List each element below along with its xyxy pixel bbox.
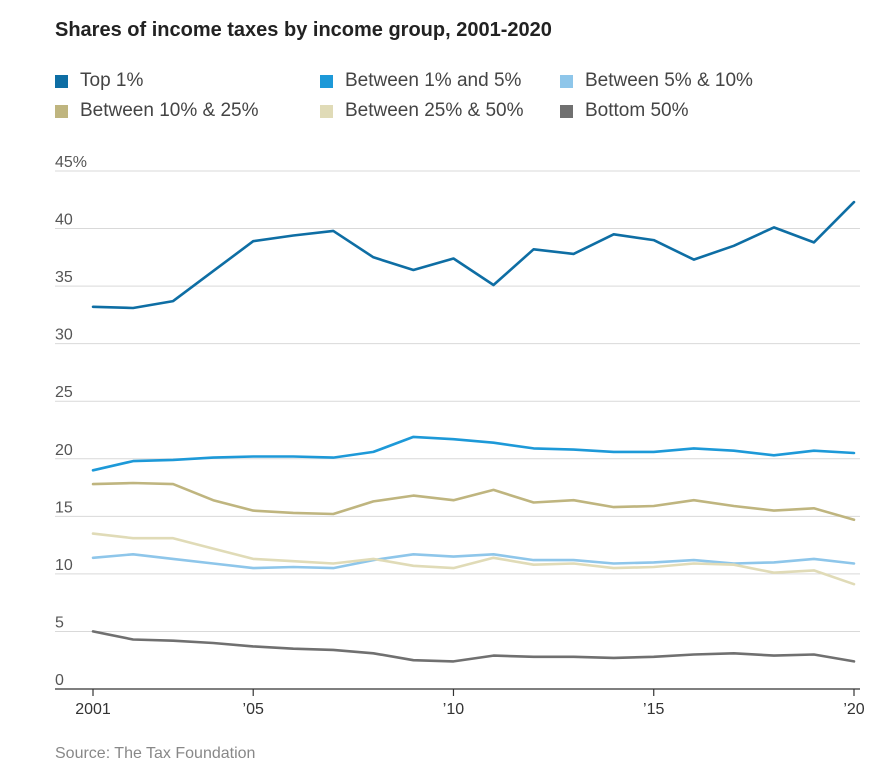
series-line bbox=[91, 481, 856, 522]
y-tick-label: 30 bbox=[55, 327, 73, 344]
y-tick-label: 0 bbox=[55, 672, 64, 689]
legend-swatch bbox=[320, 104, 333, 118]
y-tick-label: 5 bbox=[55, 614, 64, 631]
x-tick-label: ’20 bbox=[843, 701, 864, 718]
legend-label: Top 1% bbox=[80, 70, 144, 91]
series-line bbox=[91, 200, 856, 310]
legend-label: Between 5% & 10% bbox=[585, 70, 753, 91]
source-note: Source: The Tax Foundation bbox=[55, 745, 256, 762]
legend-swatch bbox=[55, 74, 68, 88]
legend-item: Top 1% bbox=[55, 70, 143, 92]
legend-item: Between 10% & 25% bbox=[55, 100, 259, 122]
legend-label: Between 1% and 5% bbox=[345, 70, 522, 91]
y-tick-label: 35 bbox=[55, 269, 73, 286]
legend-label: Bottom 50% bbox=[585, 100, 689, 121]
legend-swatch bbox=[320, 74, 333, 88]
series-line bbox=[91, 630, 856, 663]
legend-item: Between 1% and 5% bbox=[320, 70, 521, 92]
series-line bbox=[91, 435, 856, 472]
legend-label: Between 25% & 50% bbox=[345, 100, 524, 121]
series-line bbox=[91, 532, 856, 586]
x-tick-label: 2001 bbox=[75, 701, 111, 718]
legend-item: Between 5% & 10% bbox=[560, 70, 753, 92]
legend-swatch bbox=[560, 104, 573, 118]
y-tick-label: 20 bbox=[55, 442, 73, 459]
legend-item: Bottom 50% bbox=[560, 100, 689, 122]
legend-swatch bbox=[55, 104, 68, 118]
y-tick-label: 10 bbox=[55, 557, 73, 574]
x-tick-label: ’05 bbox=[243, 701, 264, 718]
legend-item: Between 25% & 50% bbox=[320, 100, 524, 122]
y-tick-label: 45% bbox=[55, 154, 87, 171]
legend-label: Between 10% & 25% bbox=[80, 100, 259, 121]
legend-swatch bbox=[560, 74, 573, 88]
y-tick-label: 40 bbox=[55, 212, 73, 229]
x-tick-label: ’15 bbox=[643, 701, 664, 718]
x-tick-label: ’10 bbox=[443, 701, 464, 718]
chart-title: Shares of income taxes by income group, … bbox=[55, 19, 552, 41]
y-tick-label: 15 bbox=[55, 499, 73, 516]
y-tick-label: 25 bbox=[55, 384, 73, 401]
series-line bbox=[91, 552, 856, 570]
